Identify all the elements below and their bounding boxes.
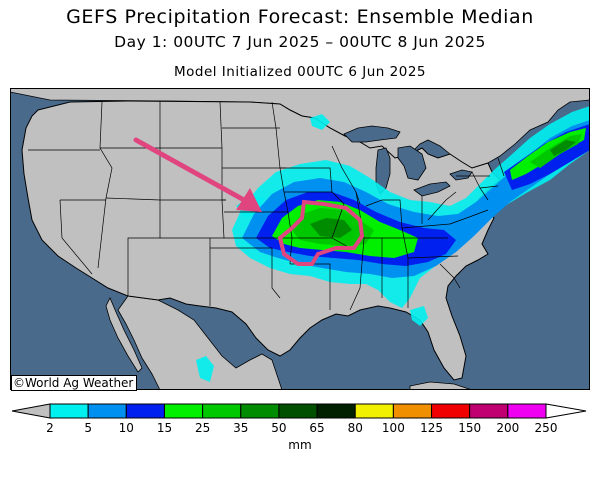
legend-swatch-5 bbox=[87, 403, 127, 419]
precip-2mm-southwest bbox=[196, 356, 214, 382]
precip-35mm bbox=[310, 218, 352, 238]
lake-michigan bbox=[375, 147, 391, 195]
model-init-time: Model Initialized 00UTC 6 Jun 2025 bbox=[173, 64, 427, 80]
legend-swatch-200 bbox=[507, 403, 547, 419]
legend-tick-label: 2 bbox=[46, 421, 54, 435]
legend-swatch-25 bbox=[202, 403, 242, 419]
highlight-arrow bbox=[133, 137, 247, 203]
legend-tick-label: 10 bbox=[119, 421, 134, 435]
legend-tick-label: 250 bbox=[535, 421, 558, 435]
lake-superior bbox=[343, 125, 401, 143]
legend-tick-label: 15 bbox=[157, 421, 172, 435]
legend-tick-label: 65 bbox=[309, 421, 324, 435]
legend-swatch-80 bbox=[354, 403, 394, 419]
legend-swatch-50 bbox=[278, 403, 318, 419]
legend-tick-label: 35 bbox=[233, 421, 248, 435]
color-legend: 2 5 10 15 25 35 50 65 80 100 125 150 200 250 bbox=[11, 403, 587, 435]
legend-tick-label: 80 bbox=[348, 421, 363, 435]
arrow-head bbox=[236, 188, 262, 212]
lake-ontario bbox=[449, 169, 473, 181]
legend-tick-label: 150 bbox=[458, 421, 481, 435]
legend-arrow-low bbox=[11, 403, 51, 419]
legend-swatch-15 bbox=[163, 403, 204, 419]
legend-swatch-10 bbox=[125, 403, 165, 419]
legend-swatch-100 bbox=[392, 403, 433, 419]
legend-tick-label: 5 bbox=[84, 421, 92, 435]
legend-swatch-35 bbox=[240, 403, 280, 419]
legend-tick-label: 125 bbox=[420, 421, 443, 435]
forecast-period: Day 1: 00UTC 7 Jun 2025 – 00UTC 8 Jun 20… bbox=[114, 33, 486, 51]
precip-2mm-florida bbox=[410, 306, 428, 326]
legend-swatch-125 bbox=[431, 403, 471, 419]
state-borders bbox=[28, 101, 505, 311]
legend-tick-label: 50 bbox=[271, 421, 286, 435]
mexico-land bbox=[117, 295, 283, 390]
legend-swatch-2 bbox=[49, 403, 89, 419]
baja-land bbox=[105, 297, 143, 373]
lake-huron bbox=[397, 145, 427, 181]
legend-tick-label: 25 bbox=[195, 421, 210, 435]
legend-arrow-high bbox=[545, 403, 587, 419]
precip-35mm-northeast bbox=[550, 140, 576, 156]
legend-swatch-150 bbox=[469, 403, 509, 419]
highlight-outline bbox=[277, 199, 365, 266]
precip-2mm-northwest bbox=[310, 114, 330, 130]
legend-swatch-65 bbox=[316, 403, 356, 419]
legend-tick-label: 200 bbox=[496, 421, 519, 435]
legend-unit: mm bbox=[288, 438, 312, 452]
legend-tick-label: 100 bbox=[382, 421, 405, 435]
credit-label: ©World Ag Weather bbox=[11, 375, 138, 391]
precipitation-map bbox=[10, 88, 590, 390]
map-title: GEFS Precipitation Forecast: Ensemble Me… bbox=[66, 6, 534, 28]
